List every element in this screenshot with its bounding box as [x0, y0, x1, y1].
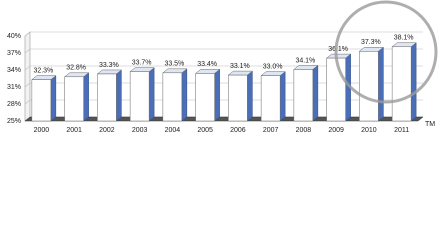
chart: TM 25% 28% 31% 34% 37% 40% 2000 32.3% 2001 32.8% 2…	[6, 0, 438, 134]
bar	[129, 67, 155, 122]
floor	[24, 116, 424, 122]
bar	[194, 68, 221, 122]
bar	[63, 72, 90, 122]
bar-side	[148, 67, 155, 122]
x-tick-label: 2005	[197, 127, 213, 134]
bar-front	[31, 79, 52, 122]
bar-front	[359, 51, 379, 122]
bar-front	[97, 73, 117, 122]
x-tick-label: 2004	[165, 127, 181, 134]
y-tick-label: 40%	[7, 33, 21, 40]
bar-side	[83, 72, 89, 122]
y-tick-label: 37%	[7, 50, 21, 57]
bar	[96, 69, 123, 122]
y-tick-label: 34%	[7, 67, 21, 74]
bar-side	[50, 75, 57, 122]
bar-side	[181, 68, 188, 122]
bar-front	[326, 57, 346, 122]
bar-front	[129, 71, 150, 122]
bar-front	[64, 76, 84, 122]
value-label: 34.1%	[295, 57, 315, 64]
bar	[260, 71, 286, 122]
x-tick-label: 2007	[263, 127, 279, 134]
bar-front	[195, 73, 215, 122]
bar-side	[378, 46, 384, 122]
value-label: 36.1%	[328, 46, 348, 53]
bar-side	[247, 70, 253, 122]
bar-front	[260, 75, 281, 122]
value-label: 33.4%	[197, 61, 217, 68]
bar-side	[116, 69, 122, 122]
x-tick-label: 2011	[394, 127, 409, 134]
x-tick-label: 2001	[66, 127, 82, 134]
bar-side	[279, 71, 286, 122]
x-tick-label: 2006	[230, 127, 246, 134]
x-tick-label: 2000	[34, 127, 50, 134]
bar	[227, 70, 254, 122]
bar-front	[228, 74, 248, 122]
x-tick-label: 2009	[328, 127, 344, 134]
back-wall	[24, 31, 31, 122]
bar-side	[312, 64, 319, 122]
bar-side	[410, 42, 417, 122]
value-label: 32.3%	[33, 67, 53, 74]
value-label: 33.1%	[230, 63, 250, 70]
trademark: TM	[425, 121, 435, 128]
grid-line	[24, 65, 423, 71]
bar-front	[391, 46, 412, 122]
value-label: 37.3%	[361, 39, 381, 46]
grid-line	[24, 82, 423, 88]
x-tick-label: 2008	[296, 127, 312, 134]
bar	[31, 75, 57, 122]
bar-front	[162, 72, 183, 122]
bar-side	[214, 68, 220, 122]
bar	[293, 64, 319, 122]
bar-front	[293, 69, 314, 122]
value-label: 33.3%	[99, 62, 119, 69]
y-tick-label: 25%	[7, 118, 21, 125]
grid-line	[24, 99, 423, 105]
x-tick-label: 2003	[132, 127, 148, 134]
bar	[391, 42, 417, 122]
grid-line	[24, 48, 423, 54]
grid-line	[24, 31, 423, 37]
value-label: 33.0%	[263, 64, 283, 71]
bar	[162, 68, 188, 122]
x-tick-label: 2002	[99, 127, 115, 134]
x-tick-label: 2010	[361, 127, 377, 134]
value-label: 33.7%	[132, 60, 152, 67]
value-label: 38.1%	[394, 35, 414, 42]
y-tick-label: 31%	[7, 84, 21, 91]
value-label: 32.8%	[66, 65, 86, 72]
value-label: 33.5%	[164, 61, 184, 68]
bar	[358, 46, 385, 122]
y-tick-label: 28%	[7, 101, 21, 108]
highlight-ring	[334, 0, 438, 104]
